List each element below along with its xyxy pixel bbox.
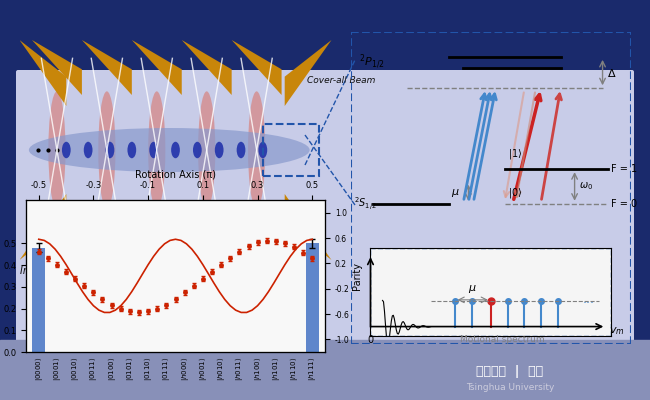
Ellipse shape (198, 91, 215, 209)
Ellipse shape (48, 91, 66, 209)
Ellipse shape (150, 142, 158, 158)
Text: $\Delta$: $\Delta$ (606, 66, 616, 78)
Ellipse shape (193, 142, 202, 158)
Text: $v_m$: $v_m$ (608, 325, 624, 337)
Ellipse shape (98, 91, 116, 209)
Text: $|0\rangle$: $|0\rangle$ (508, 186, 522, 200)
Polygon shape (231, 205, 281, 260)
Text: Individual Beams: Individual Beams (20, 266, 103, 276)
Text: Cover-all Beam: Cover-all Beam (307, 76, 375, 85)
Polygon shape (20, 194, 66, 260)
Ellipse shape (105, 142, 114, 158)
Polygon shape (32, 205, 82, 260)
Text: 清华大学  |  新闻: 清华大学 | 新闻 (476, 366, 543, 378)
Ellipse shape (171, 142, 180, 158)
Polygon shape (182, 40, 231, 95)
Ellipse shape (148, 91, 165, 209)
Text: $^2P_{1/2}$: $^2P_{1/2}$ (359, 52, 385, 71)
Polygon shape (82, 205, 132, 260)
Ellipse shape (237, 142, 246, 158)
Bar (0, 340, 650, 400)
Ellipse shape (62, 142, 71, 158)
Polygon shape (82, 40, 132, 95)
FancyBboxPatch shape (16, 70, 634, 342)
Ellipse shape (248, 91, 265, 209)
Polygon shape (285, 40, 332, 106)
Y-axis label: Parity: Parity (352, 262, 363, 290)
Ellipse shape (29, 128, 309, 172)
Text: Tsinghua University: Tsinghua University (466, 384, 554, 392)
Text: ...: ... (582, 293, 594, 306)
Ellipse shape (214, 142, 224, 158)
Text: $\mu$: $\mu$ (451, 187, 460, 199)
Polygon shape (32, 40, 82, 95)
Text: $|1\rangle$: $|1\rangle$ (508, 148, 522, 162)
Text: F = 0: F = 0 (611, 198, 637, 209)
Polygon shape (132, 40, 182, 95)
Polygon shape (231, 40, 281, 95)
Text: $\mu$: $\mu$ (469, 283, 477, 295)
Text: $\omega_0$: $\omega_0$ (578, 180, 593, 192)
Text: 0: 0 (367, 335, 374, 345)
Text: Motional spectrum: Motional spectrum (460, 335, 545, 344)
Bar (306, 244, 318, 352)
Polygon shape (285, 194, 332, 260)
Ellipse shape (259, 142, 267, 158)
Ellipse shape (84, 142, 92, 158)
Bar (263, 124, 319, 176)
Polygon shape (182, 205, 231, 260)
X-axis label: Rotation Axis (π): Rotation Axis (π) (135, 169, 216, 179)
Text: $^2S_{1/2}$: $^2S_{1/2}$ (354, 195, 376, 212)
Ellipse shape (127, 142, 136, 158)
Text: F = 1: F = 1 (611, 164, 637, 174)
Polygon shape (132, 205, 182, 260)
Polygon shape (20, 40, 66, 106)
Bar (32, 248, 45, 352)
